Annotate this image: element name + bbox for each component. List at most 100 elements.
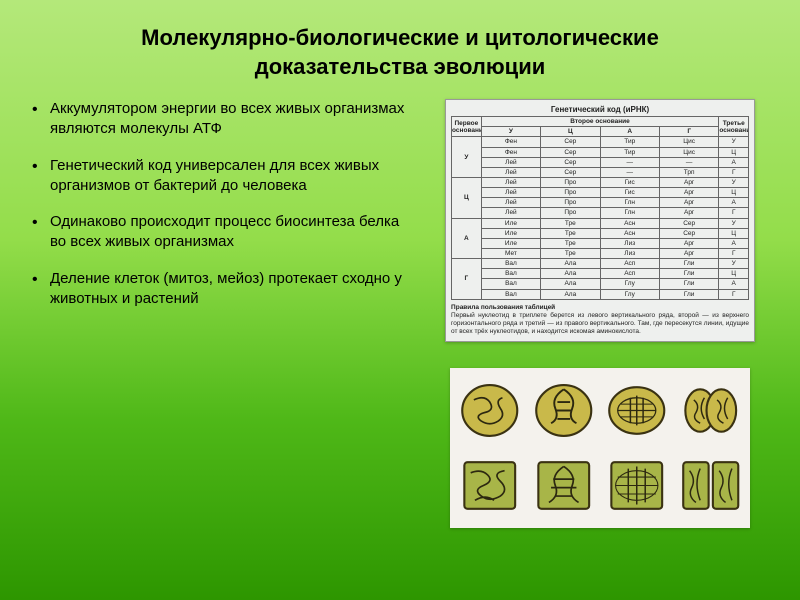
codon-cell: Арг xyxy=(659,178,718,188)
codon-cell: Цис xyxy=(659,137,718,147)
slide-title: Молекулярно-биологические и цитологическ… xyxy=(0,0,800,99)
row-third-base: Ц xyxy=(719,147,749,157)
row-first-base: Ц xyxy=(452,178,482,219)
codon-cell: Лей xyxy=(481,157,540,167)
row-third-base: У xyxy=(719,218,749,228)
codon-cell: Вал xyxy=(481,279,540,289)
codon-cell: Лей xyxy=(481,208,540,218)
cell-round-4 xyxy=(679,378,743,443)
cell-square-3 xyxy=(605,453,669,518)
codon-cell: Сер xyxy=(541,167,600,177)
row-third-base: Г xyxy=(719,208,749,218)
cell-square-2 xyxy=(532,453,596,518)
codon-cell: Тре xyxy=(541,228,600,238)
table-title: Генетический код (иРНК) xyxy=(451,105,749,114)
codon-cell: Асн xyxy=(600,228,659,238)
header-first-base: Первое основание xyxy=(452,117,482,137)
row-third-base: А xyxy=(719,157,749,167)
codon-cell: Про xyxy=(541,198,600,208)
cell-round-2 xyxy=(532,378,596,443)
codon-cell: Вал xyxy=(481,259,540,269)
codon-cell: Тир xyxy=(600,147,659,157)
cell-division-figure xyxy=(450,368,750,528)
row-first-base: Г xyxy=(452,259,482,300)
codon-cell: Асп xyxy=(600,259,659,269)
codon-cell: Иле xyxy=(481,238,540,248)
cell-square-1 xyxy=(458,453,522,518)
codon-cell: Глу xyxy=(600,279,659,289)
codon-cell: Вал xyxy=(481,289,540,299)
row-third-base: У xyxy=(719,259,749,269)
col-a: А xyxy=(600,127,659,137)
row-first-base: У xyxy=(452,137,482,178)
codon-cell: Иле xyxy=(481,228,540,238)
codon-cell: Трп xyxy=(659,167,718,177)
codon-cell: Фен xyxy=(481,137,540,147)
header-third-base: Третье основание xyxy=(719,117,749,137)
cell-round-1 xyxy=(458,378,522,443)
genetic-code-table-figure: Генетический код (иРНК) Первое основание… xyxy=(445,99,755,342)
row-third-base: У xyxy=(719,178,749,188)
bullet-item: Деление клеток (митоз, мейоз) протекает … xyxy=(28,269,408,310)
codon-cell: Асн xyxy=(600,218,659,228)
codon-cell: Лей xyxy=(481,178,540,188)
codon-cell: Мет xyxy=(481,249,540,259)
codon-cell: Глн xyxy=(600,208,659,218)
cell-square-4 xyxy=(679,453,743,518)
codon-cell: Лиз xyxy=(600,238,659,248)
caption-title: Правила пользования таблицей xyxy=(451,304,555,311)
bullet-list: Аккумулятором энергии во всех живых орга… xyxy=(28,99,408,309)
codon-cell: Лей xyxy=(481,188,540,198)
table-caption: Правила пользования таблицей Первый нукл… xyxy=(451,304,749,337)
caption-text: Первый нуклеотид в триплете берется из л… xyxy=(451,312,749,335)
row-third-base: А xyxy=(719,279,749,289)
figures-region: Генетический код (иРНК) Первое основание… xyxy=(428,99,772,528)
codon-cell: — xyxy=(659,157,718,167)
codon-cell: Вал xyxy=(481,269,540,279)
codon-cell: Про xyxy=(541,188,600,198)
codon-cell: Ала xyxy=(541,259,600,269)
col-c: Ц xyxy=(541,127,600,137)
codon-cell: Гли xyxy=(659,269,718,279)
codon-cell: Про xyxy=(541,208,600,218)
row-third-base: Г xyxy=(719,167,749,177)
codon-cell: Гли xyxy=(659,259,718,269)
codon-cell: — xyxy=(600,157,659,167)
codon-cell: Сер xyxy=(659,218,718,228)
codon-cell: Сер xyxy=(541,147,600,157)
codon-cell: Тре xyxy=(541,249,600,259)
row-third-base: А xyxy=(719,238,749,248)
row-third-base: Г xyxy=(719,289,749,299)
codon-cell: Тир xyxy=(600,137,659,147)
codon-cell: Лей xyxy=(481,167,540,177)
codon-cell: Гли xyxy=(659,279,718,289)
codon-cell: — xyxy=(600,167,659,177)
codon-cell: Тре xyxy=(541,218,600,228)
row-third-base: Ц xyxy=(719,269,749,279)
codon-cell: Арг xyxy=(659,249,718,259)
col-g: Г xyxy=(659,127,718,137)
row-third-base: Ц xyxy=(719,188,749,198)
codon-cell: Ала xyxy=(541,289,600,299)
content-row: Аккумулятором энергии во всех живых орга… xyxy=(0,99,800,528)
genetic-code-table: Первое основание Второе основание Третье… xyxy=(451,116,749,300)
header-second-base: Второе основание xyxy=(481,117,719,127)
codon-cell: Глу xyxy=(600,289,659,299)
codon-cell: Ала xyxy=(541,279,600,289)
codon-cell: Лей xyxy=(481,198,540,208)
codon-cell: Гли xyxy=(659,289,718,299)
codon-cell: Про xyxy=(541,178,600,188)
bullet-item: Одинаково происходит процесс биосинтеза … xyxy=(28,212,408,253)
codon-cell: Асп xyxy=(600,269,659,279)
codon-cell: Тре xyxy=(541,238,600,248)
row-first-base: А xyxy=(452,218,482,259)
codon-cell: Сер xyxy=(659,228,718,238)
codon-cell: Сер xyxy=(541,137,600,147)
codon-cell: Арг xyxy=(659,188,718,198)
codon-cell: Фен xyxy=(481,147,540,157)
codon-cell: Иле xyxy=(481,218,540,228)
row-third-base: Г xyxy=(719,249,749,259)
codon-cell: Арг xyxy=(659,208,718,218)
codon-cell: Цис xyxy=(659,147,718,157)
bullet-item: Генетический код универсален для всех жи… xyxy=(28,156,408,197)
